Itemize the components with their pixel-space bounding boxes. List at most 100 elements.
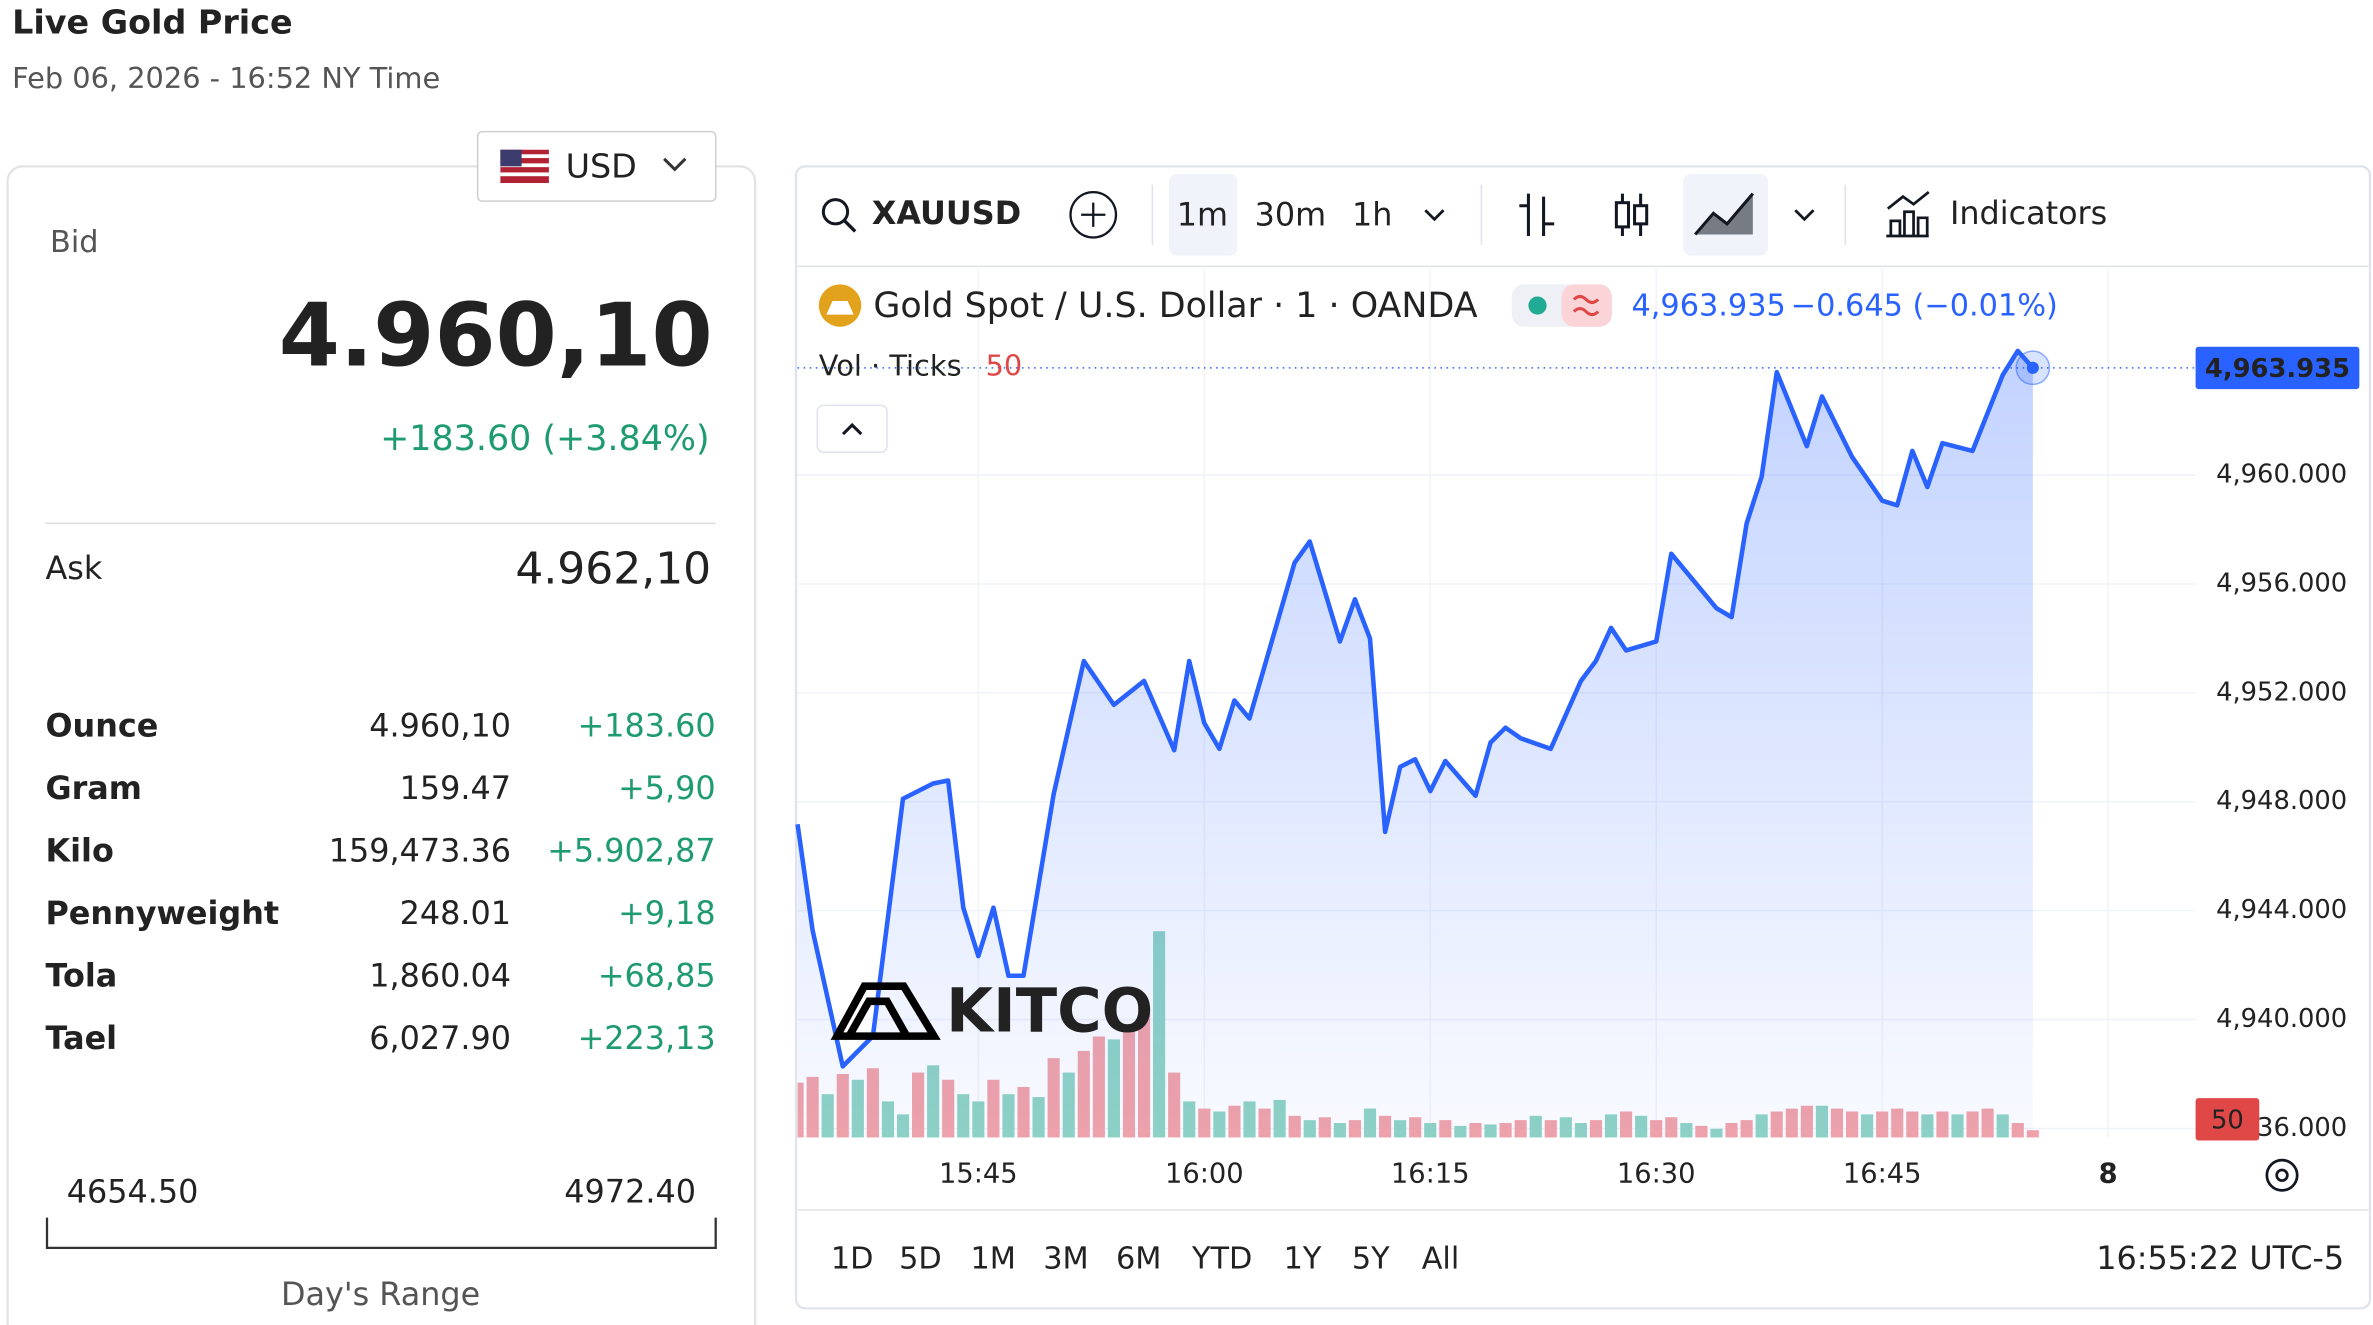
series-name: Gold Spot / U.S. Dollar · 1 · OANDA — [873, 286, 1477, 326]
style-chevron[interactable] — [1794, 209, 1815, 222]
area-icon-line — [1694, 192, 1754, 236]
ask-label: Ask — [45, 550, 102, 587]
volume-legend-value: 50 — [986, 349, 1023, 383]
range-button[interactable]: 1D — [831, 1241, 874, 1276]
y-tick-label: 4,956.000 — [2216, 568, 2347, 598]
price-line — [795, 348, 2035, 1069]
logo: KITCO — [830, 977, 1153, 1047]
active-interval-bg — [1169, 173, 1238, 256]
currency-label[interactable]: USD — [566, 146, 637, 185]
unit-name: Pennyweight — [45, 895, 279, 932]
logo-text: KITCO — [946, 977, 1153, 1047]
y-tick-label: 4,944.000 — [2216, 895, 2347, 925]
timestamp: Feb 06, 2026 - 16:52 NY Time — [12, 61, 440, 95]
volume-legend: Vol · Ticks — [819, 349, 962, 383]
unit-change: +9,18 — [618, 895, 716, 932]
compare-button[interactable] — [1069, 190, 1118, 239]
x-tick-label: 16:00 — [1165, 1159, 1244, 1190]
bid-label: Bid — [50, 225, 98, 260]
unit-name: Ounce — [45, 708, 158, 745]
range-button[interactable]: All — [1422, 1241, 1460, 1276]
market-status-dot — [1528, 296, 1547, 315]
toolbar: XAUUSD 1m 30m 1h Indicators — [821, 173, 2107, 256]
unit-name: Tola — [45, 957, 117, 994]
flag-stripe — [500, 163, 549, 168]
unit-price: 6,027.90 — [369, 1020, 511, 1057]
unit-change: +223,13 — [578, 1020, 716, 1057]
unit-table: Ounce 4.960,10 +183.60 Gram 159.47 +5,90 Kilo 1… — [45, 708, 715, 1057]
x-tick-label: 16:30 — [1617, 1159, 1696, 1190]
collapse-chevron — [841, 422, 863, 436]
unit-change: +183.60 — [578, 708, 716, 745]
range-bracket — [45, 1217, 717, 1249]
y-tick-label: 4,940.000 — [2216, 1004, 2347, 1034]
active-style-bg — [1683, 173, 1768, 256]
interval-button[interactable]: 1m — [1177, 196, 1228, 233]
x-tick-label: 15:45 — [939, 1159, 1018, 1190]
area-fill — [797, 350, 2033, 1138]
last-point — [2026, 361, 2039, 374]
status-pill-right — [1561, 284, 1612, 327]
plot-area: 4,936.0004,940.0004,944.0004,948.0004,95… — [795, 269, 2360, 1190]
unit-name: Gram — [45, 770, 141, 807]
range-button[interactable]: 1M — [970, 1241, 1015, 1276]
unit-change: +68,85 — [598, 957, 716, 994]
y-tick-label: 4,952.000 — [2216, 677, 2347, 707]
interval-button[interactable]: 1h — [1352, 196, 1392, 233]
y-tick-label: 4,960.000 — [2216, 460, 2347, 490]
x-tick-label: 16:15 — [1391, 1159, 1470, 1190]
range-high: 4972.40 — [564, 1173, 696, 1210]
interval-chevron[interactable] — [1424, 209, 1445, 222]
clock: 16:55:22 UTC-5 — [2096, 1240, 2344, 1277]
indicators-button[interactable]: Indicators — [1950, 195, 2107, 232]
range-button[interactable]: 3M — [1043, 1241, 1088, 1276]
area-icon[interactable] — [1695, 193, 1753, 235]
y-tick-label: 4,948.000 — [2216, 786, 2347, 816]
flag-canton — [500, 149, 522, 167]
indicators-icon[interactable] — [1886, 191, 1930, 238]
quote-card — [6, 165, 757, 1325]
flag-stripe — [500, 172, 549, 177]
bars-icon[interactable] — [1519, 193, 1555, 236]
search-icon[interactable] — [821, 198, 850, 226]
bid-change: +183.60 (+3.84%) — [380, 419, 710, 459]
delay-icon — [1572, 294, 1600, 317]
range-buttons: 1D 5D 1M 3M 6M YTD 1Y 5Y All — [831, 1241, 1459, 1276]
range-button[interactable]: 5Y — [1352, 1241, 1390, 1276]
change-value: −0.645 (−0.01%) — [1791, 289, 2058, 324]
search-icon-handle — [843, 219, 857, 233]
range-label: Day's Range — [281, 1276, 480, 1313]
unit-price: 1,860.04 — [369, 957, 511, 994]
collapse-button[interactable] — [816, 404, 888, 454]
interval-group: 1m 30m 1h — [1177, 196, 1393, 233]
chevron — [663, 157, 687, 172]
last-value: 4,963.935 — [1632, 289, 1786, 324]
unit-name: Kilo — [45, 833, 113, 870]
currency-select[interactable]: USD — [476, 130, 717, 202]
unit-price: 159,473.36 — [329, 833, 511, 870]
range-button[interactable]: 1Y — [1284, 1241, 1322, 1276]
page-title: Live Gold Price — [12, 3, 292, 42]
bid-price: 4.960,10 — [279, 284, 713, 387]
candle-icon — [1614, 201, 1631, 229]
x-tick-label: 16:45 — [1843, 1159, 1922, 1190]
flag-stripe — [500, 154, 549, 159]
symbol-icon-bar — [826, 300, 854, 315]
interval-button[interactable]: 30m — [1255, 196, 1327, 233]
unit-price: 159.47 — [400, 770, 511, 807]
symbol[interactable]: XAUUSD — [872, 195, 1021, 232]
volume-tag-label: 50 — [2211, 1105, 2244, 1135]
volume-tag — [2195, 1098, 2260, 1141]
ask-price: 4.962,10 — [515, 544, 711, 595]
unit-price: 4.960,10 — [369, 708, 511, 745]
range-button[interactable]: YTD — [1191, 1241, 1252, 1276]
settings-icon-core — [2275, 1168, 2289, 1182]
range-button[interactable]: 6M — [1116, 1241, 1161, 1276]
currency-box[interactable] — [476, 130, 717, 202]
last-price-tag — [2195, 346, 2360, 390]
range-low: 4654.50 — [67, 1173, 199, 1210]
range-button[interactable]: 5D — [899, 1241, 942, 1276]
settings-icon[interactable] — [2265, 1158, 2299, 1192]
